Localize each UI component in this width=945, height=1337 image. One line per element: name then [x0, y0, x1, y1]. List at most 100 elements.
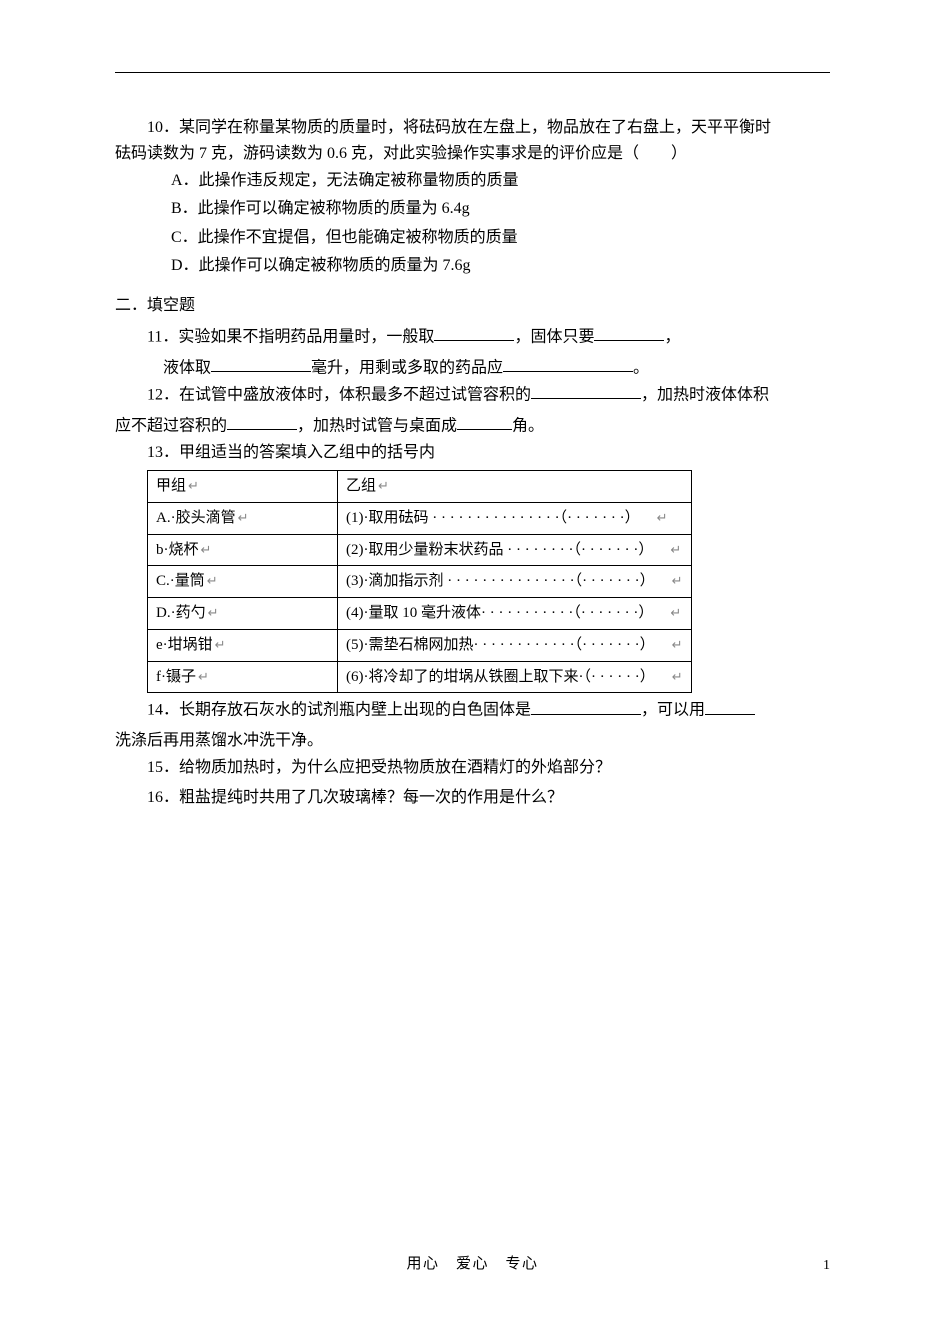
cell-yi: (3)·滴加指示剂 · · · · · · · · · · · · · · ·（…	[338, 566, 692, 598]
blank	[457, 413, 512, 431]
q12-part2: ，加热时液体体积	[641, 386, 769, 403]
return-glyph: ↵	[215, 637, 226, 652]
cell-yi-text: (5)·需垫石棉网加热· · · · · · · · · · · ·（· · ·…	[346, 637, 655, 653]
return-glyph: ↵	[672, 669, 683, 684]
cell-jia-text: C.·量筒	[156, 573, 205, 589]
table-row: A.·胶头滴管↵ (1)·取用砝码 · · · · · · · · · · · …	[148, 502, 692, 534]
question-12: 12．在试管中盛放液体时，体积最多不超过试管容积的 ，加热时液体体积	[115, 382, 830, 409]
q12-part1: 在试管中盛放液体时，体积最多不超过试管容积的	[179, 386, 531, 403]
q14-line2: 洗涤后再用蒸馏水冲洗干净。	[115, 728, 830, 754]
return-glyph: ↵	[672, 637, 683, 652]
blank	[227, 413, 297, 431]
q14-part2: ，可以用	[641, 702, 705, 719]
q10-number: 10．	[147, 119, 179, 136]
q15-number: 15．	[147, 759, 179, 776]
q11-part1: 实验如果不指明药品用量时，一般取	[178, 328, 434, 345]
q11-line2a: 液体取	[163, 359, 211, 376]
return-glyph: ↵	[657, 510, 668, 525]
cell-yi: (5)·需垫石棉网加热· · · · · · · · · · · ·（· · ·…	[338, 629, 692, 661]
table-body: A.·胶头滴管↵ (1)·取用砝码 · · · · · · · · · · · …	[148, 502, 692, 693]
q12-line2c: 角。	[512, 417, 544, 434]
return-glyph: ↵	[201, 542, 212, 557]
return-glyph: ↵	[378, 478, 389, 493]
top-rule	[115, 72, 830, 73]
cell-yi: (6)·将冷却了的坩埚从铁圈上取下来·（· · · · · ·） ↵	[338, 661, 692, 693]
return-glyph: ↵	[198, 669, 209, 684]
q10-options: A．此操作违反规定，无法确定被称量物质的质量 B．此操作可以确定被称物质的质量为…	[115, 168, 830, 280]
blank	[211, 355, 311, 373]
cell-jia: C.·量筒↵	[148, 566, 338, 598]
q13-text: 甲组适当的答案填入乙组中的括号内	[179, 444, 435, 461]
section-2-header: 二．填空题	[115, 293, 830, 319]
table-row: C.·量筒↵ (3)·滴加指示剂 · · · · · · · · · · · ·…	[148, 566, 692, 598]
cell-yi-text: (6)·将冷却了的坩埚从铁圈上取下来·（· · · · · ·）	[346, 669, 655, 685]
table-row: D.·药勺↵ (4)·量取 10 毫升液体· · · · · · · · · ·…	[148, 598, 692, 630]
q13-table: 甲组↵ 乙组↵ A.·胶头滴管↵ (1)·取用砝码 · · · · · · · …	[147, 470, 692, 693]
header-yi-text: 乙组	[346, 478, 376, 494]
question-13: 13．甲组适当的答案填入乙组中的括号内	[115, 440, 830, 466]
q12-line2b: ，加热时试管与桌面成	[297, 417, 457, 434]
q10-option-d: D．此操作可以确定被称物质的质量为 7.6g	[171, 253, 830, 279]
q10-line1: 10．某同学在称量某物质的质量时，将砝码放在左盘上，物品放在了右盘上，天平平衡时	[115, 115, 830, 141]
q15-text: 给物质加热时，为什么应把受热物质放在酒精灯的外焰部分？	[179, 759, 611, 776]
blank	[531, 697, 641, 715]
q12-line2a: 应不超过容积的	[115, 417, 227, 434]
cell-jia-text: D.·药勺	[156, 605, 206, 621]
question-10: 10．某同学在称量某物质的质量时，将砝码放在左盘上，物品放在了右盘上，天平平衡时…	[115, 115, 830, 279]
blank	[705, 697, 755, 715]
table-row: e·坩埚钳↵ (5)·需垫石棉网加热· · · · · · · · · · · …	[148, 629, 692, 661]
cell-yi-text: (1)·取用砝码 · · · · · · · · · · · · · · ·（·…	[346, 510, 640, 526]
cell-yi: (4)·量取 10 毫升液体· · · · · · · · · · ·（· · …	[338, 598, 692, 630]
header-jia-text: 甲组	[156, 478, 186, 494]
cell-jia: A.·胶头滴管↵	[148, 502, 338, 534]
return-glyph: ↵	[207, 573, 218, 588]
cell-jia-text: f·镊子	[156, 669, 196, 685]
blank	[531, 382, 641, 400]
return-glyph: ↵	[188, 478, 199, 493]
return-glyph: ↵	[670, 605, 681, 620]
q11-number: 11．	[147, 328, 178, 345]
table-row: b·烧杯↵ (2)·取用少量粉末状药品 · · · · · · · ·（· · …	[148, 534, 692, 566]
cell-yi-text: (2)·取用少量粉末状药品 · · · · · · · ·（· · · · · …	[346, 542, 653, 558]
q11-part2: ，固体只要	[514, 328, 594, 345]
cell-yi-text: (3)·滴加指示剂 · · · · · · · · · · · · · · ·（…	[346, 573, 655, 589]
question-14: 14．长期存放石灰水的试剂瓶内壁上出现的白色固体是 ，可以用	[115, 697, 830, 724]
footer-motto: 用心 爱心 专心	[0, 1252, 945, 1277]
blank	[594, 324, 664, 342]
return-glyph: ↵	[208, 605, 219, 620]
cell-jia: e·坩埚钳↵	[148, 629, 338, 661]
q10-text1: 某同学在称量某物质的质量时，将砝码放在左盘上，物品放在了右盘上，天平平衡时	[179, 119, 771, 136]
cell-jia-text: A.·胶头滴管	[156, 510, 236, 526]
table-row: f·镊子↵ (6)·将冷却了的坩埚从铁圈上取下来·（· · · · · ·）↵	[148, 661, 692, 693]
blank	[434, 324, 514, 342]
cell-yi-text: (4)·量取 10 毫升液体· · · · · · · · · · ·（· · …	[346, 605, 653, 621]
q11-line2: 液体取 毫升，用剩或多取的药品应 。	[115, 355, 830, 382]
q14-part1: 长期存放石灰水的试剂瓶内壁上出现的白色固体是	[179, 702, 531, 719]
q13-number: 13．	[147, 444, 179, 461]
q11-part3: ，	[664, 328, 680, 345]
q12-number: 12．	[147, 386, 179, 403]
blank	[503, 355, 633, 373]
q10-option-b: B．此操作可以确定被称物质的质量为 6.4g	[171, 196, 830, 222]
question-15: 15．给物质加热时，为什么应把受热物质放在酒精灯的外焰部分？	[115, 755, 830, 781]
q12-line2: 应不超过容积的 ，加热时试管与桌面成 角。	[115, 413, 830, 440]
q11-line2b: 毫升，用剩或多取的药品应	[311, 359, 503, 376]
return-glyph: ↵	[238, 510, 249, 525]
q16-text: 粗盐提纯时共用了几次玻璃棒？每一次的作用是什么？	[179, 789, 563, 806]
question-16: 16．粗盐提纯时共用了几次玻璃棒？每一次的作用是什么？	[115, 785, 830, 811]
footer-pagenum: 1	[823, 1254, 830, 1277]
q10-option-c: C．此操作不宜提倡，但也能确定被称物质的质量	[171, 225, 830, 251]
cell-jia-text: e·坩埚钳	[156, 637, 213, 653]
cell-jia: b·烧杯↵	[148, 534, 338, 566]
header-jia: 甲组↵	[148, 471, 338, 503]
table-header-row: 甲组↵ 乙组↵	[148, 471, 692, 503]
question-11: 11．实验如果不指明药品用量时，一般取 ，固体只要 ，	[115, 324, 830, 351]
return-glyph: ↵	[672, 573, 683, 588]
cell-jia-text: b·烧杯	[156, 542, 199, 558]
cell-yi: (2)·取用少量粉末状药品 · · · · · · · ·（· · · · · …	[338, 534, 692, 566]
q11-line2end: 。	[633, 359, 649, 376]
cell-jia: D.·药勺↵	[148, 598, 338, 630]
q16-number: 16．	[147, 789, 179, 806]
q14-number: 14．	[147, 702, 179, 719]
cell-jia: f·镊子↵	[148, 661, 338, 693]
